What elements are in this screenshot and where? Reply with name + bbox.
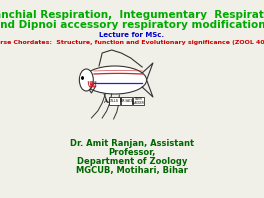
Text: A: A — [103, 98, 107, 104]
Text: Dr. Amit Ranjan, Assistant: Dr. Amit Ranjan, Assistant — [70, 138, 194, 148]
Text: Branchial Respiration,  Integumentary  Respiration: Branchial Respiration, Integumentary Res… — [0, 10, 264, 20]
Text: and Dipnoi accessory respiratory modifications: and Dipnoi accessory respiratory modific… — [0, 20, 264, 30]
Circle shape — [81, 75, 84, 81]
Text: Course Chordates:  Structure, function and Evolutionary significance (ZOOL 4007): Course Chordates: Structure, function an… — [0, 39, 264, 45]
Text: Lecture for MSc.: Lecture for MSc. — [100, 32, 164, 38]
Bar — [121, 97, 132, 105]
Text: AIR SACS: AIR SACS — [120, 99, 133, 103]
Text: SWIM
BLADDER: SWIM BLADDER — [132, 97, 145, 105]
Text: Professor,: Professor, — [108, 148, 156, 156]
Text: Department of Zoology: Department of Zoology — [77, 156, 187, 166]
Ellipse shape — [83, 66, 147, 94]
Ellipse shape — [79, 69, 93, 91]
Text: MGCUB, Motihari, Bihar: MGCUB, Motihari, Bihar — [76, 166, 188, 174]
Bar — [133, 97, 144, 105]
Circle shape — [82, 77, 83, 79]
Text: GILLS: GILLS — [109, 99, 119, 103]
Bar — [109, 97, 120, 105]
